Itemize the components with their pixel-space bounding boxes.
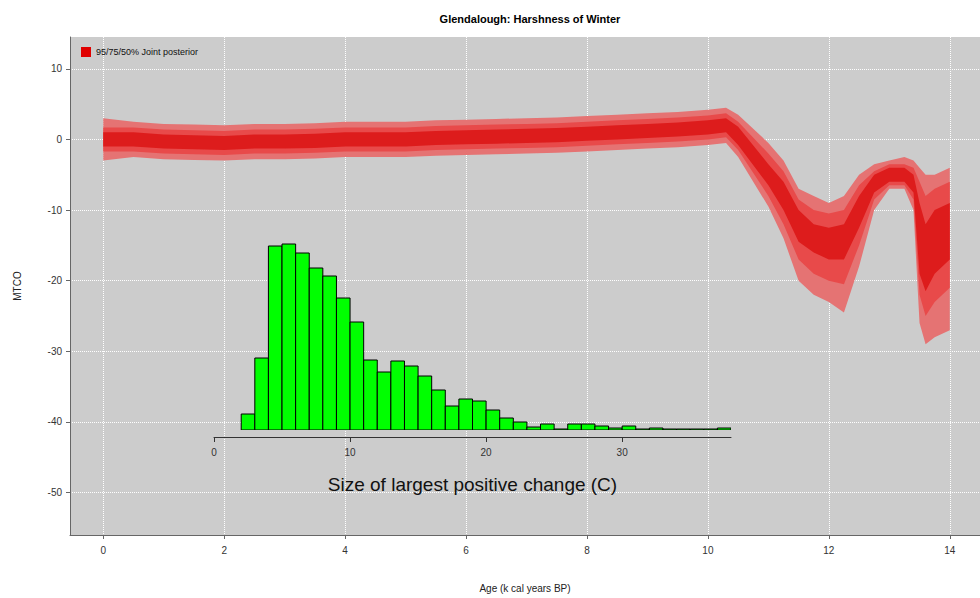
svg-text:-50: -50 xyxy=(48,487,63,498)
svg-text:Size of largest positive chang: Size of largest positive change (C) xyxy=(328,474,617,495)
svg-text:0: 0 xyxy=(211,447,217,458)
svg-text:Age (k cal years BP): Age (k cal years BP) xyxy=(479,583,570,594)
svg-text:6: 6 xyxy=(463,545,469,556)
svg-text:10: 10 xyxy=(344,447,356,458)
svg-text:4: 4 xyxy=(342,545,348,556)
svg-text:-10: -10 xyxy=(48,205,63,216)
svg-text:-20: -20 xyxy=(48,275,63,286)
svg-text:12: 12 xyxy=(823,545,835,556)
svg-text:14: 14 xyxy=(944,545,956,556)
svg-text:0: 0 xyxy=(56,134,62,145)
svg-text:-30: -30 xyxy=(48,346,63,357)
svg-text:Glendalough: Harshness of Wint: Glendalough: Harshness of Winter xyxy=(440,13,622,25)
svg-text:2: 2 xyxy=(221,545,227,556)
svg-text:-40: -40 xyxy=(48,416,63,427)
svg-text:20: 20 xyxy=(481,447,493,458)
svg-text:MTCO: MTCO xyxy=(12,271,23,301)
svg-text:10: 10 xyxy=(702,545,714,556)
svg-text:8: 8 xyxy=(584,545,590,556)
svg-text:95/75/50% Joint posterior: 95/75/50% Joint posterior xyxy=(96,47,198,57)
svg-text:0: 0 xyxy=(100,545,106,556)
svg-text:30: 30 xyxy=(617,447,629,458)
svg-text:10: 10 xyxy=(51,63,63,74)
